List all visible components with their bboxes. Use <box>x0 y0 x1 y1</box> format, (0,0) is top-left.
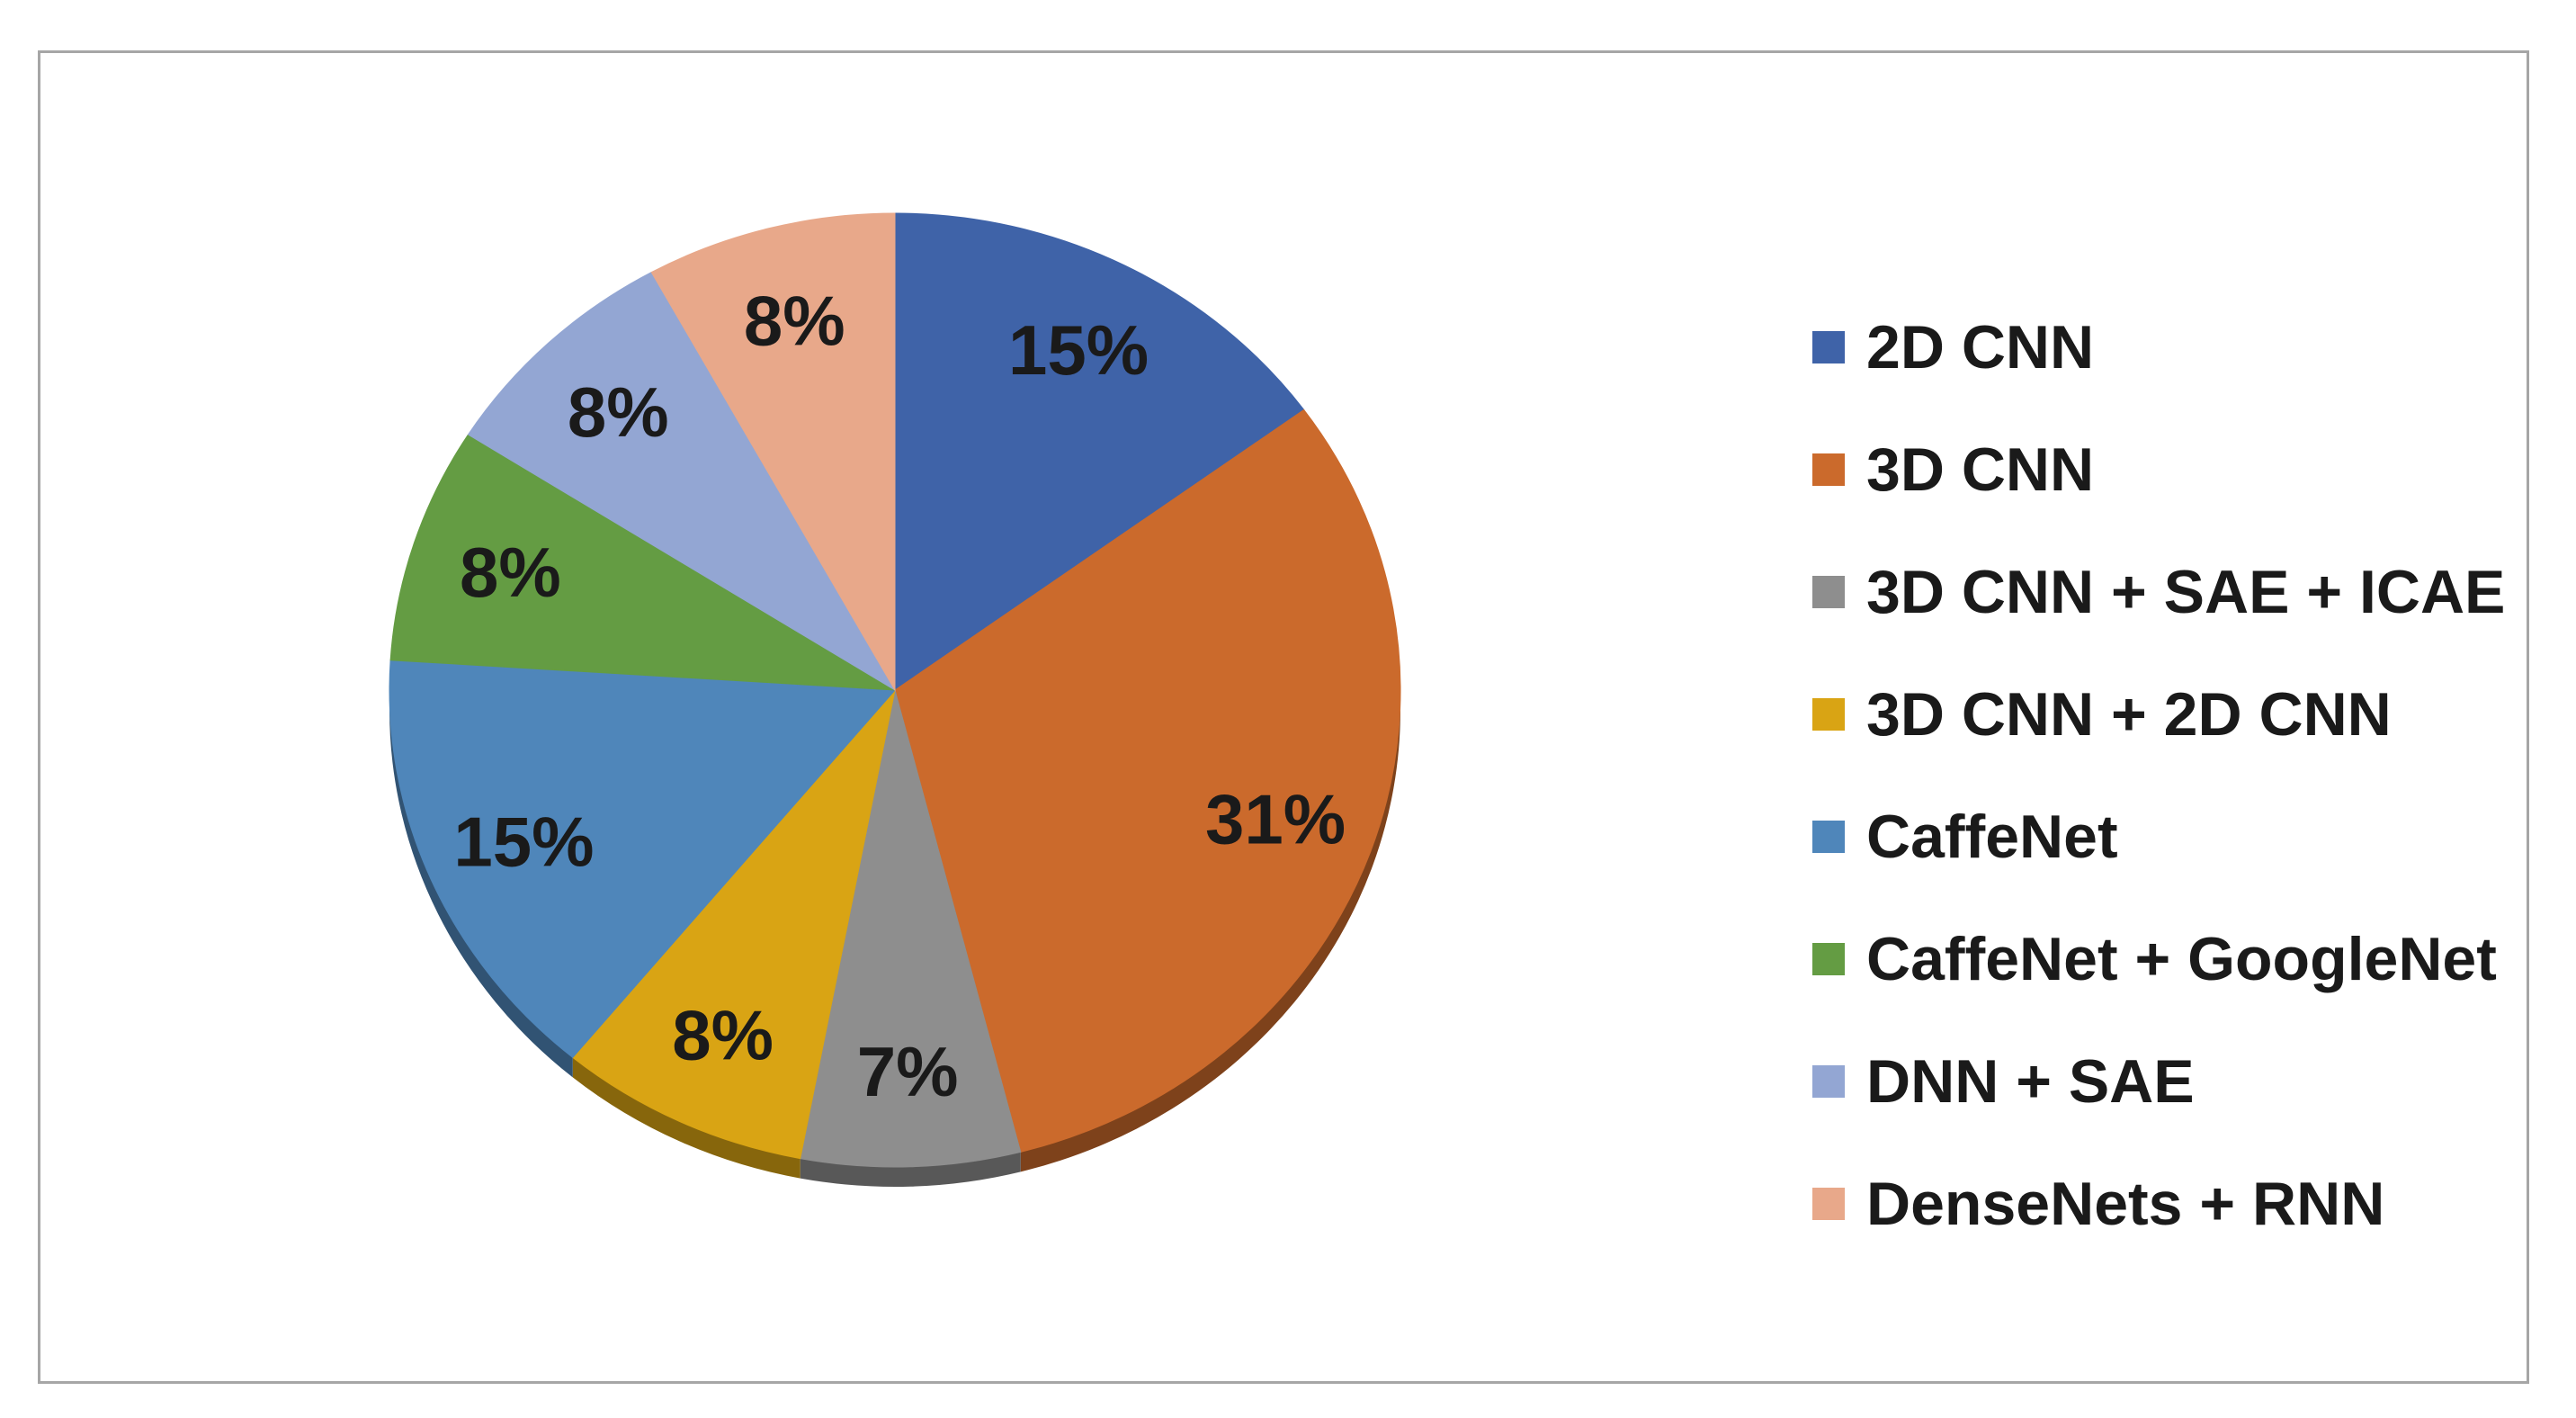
pie-data-labels: 15% 31% 7% 8% 15% 8% 8% 8% <box>453 281 1346 1110</box>
legend-label-densenets-rnn: DenseNets + RNN <box>1866 1170 2384 1238</box>
data-label-caffenet-googlenet: 8% <box>460 533 561 612</box>
pie-chart: 15% 31% 7% 8% 15% 8% 8% 8% 2D CNN 3D CNN 3D CNN +… <box>389 212 2505 1238</box>
legend-item-3d-cnn: 3D CNN <box>1812 435 2094 504</box>
pie-slice-caffenet <box>389 660 897 1059</box>
legend-item-caffenet-googlenet: CaffeNet + GoogleNet <box>1812 925 2497 993</box>
chart-frame: 15% 31% 7% 8% 15% 8% 8% 8% 2D CNN 3D CNN 3D CNN +… <box>38 50 2529 1384</box>
pie-slices <box>389 212 1401 1187</box>
data-label-3d-cnn-sae-icae: 7% <box>857 1032 959 1111</box>
pie-slice-3d-cnn-sae-icae <box>800 689 1022 1168</box>
legend-swatch-3d-cnn <box>1812 453 1845 486</box>
legend-swatch-dnn-sae <box>1812 1065 1845 1098</box>
legend-swatch-densenets-rnn <box>1812 1188 1845 1220</box>
legend-label-caffenet: CaffeNet <box>1866 803 2118 871</box>
legend-item-dnn-sae: DNN + SAE <box>1812 1047 2195 1116</box>
legend-label-dnn-sae: DNN + SAE <box>1866 1047 2195 1116</box>
pie-slice-dnn-sae <box>467 271 896 691</box>
legend-item-densenets-rnn: DenseNets + RNN <box>1812 1170 2384 1238</box>
legend-item-3d-cnn-sae-icae: 3D CNN + SAE + ICAE <box>1812 558 2505 626</box>
legend-label-3d-cnn-sae-icae: 3D CNN + SAE + ICAE <box>1866 558 2505 626</box>
pie-slice-densenets-rnn <box>650 212 896 692</box>
data-label-2d-cnn: 15% <box>1008 310 1149 390</box>
pie-rim-3d-cnn-sae-icae <box>800 1152 1021 1187</box>
pie-rim-3d-cnn <box>1020 690 1400 1172</box>
legend-item-caffenet: CaffeNet <box>1812 803 2118 871</box>
legend-label-caffenet-googlenet: CaffeNet + GoogleNet <box>1866 925 2497 993</box>
legend-swatch-caffenet-googlenet <box>1812 943 1845 975</box>
legend-label-2d-cnn: 2D CNN <box>1866 313 2094 381</box>
legend-swatch-3d-cnn-sae-icae <box>1812 576 1845 608</box>
legend-swatch-caffenet <box>1812 821 1845 853</box>
pie-slice-3d-cnn <box>894 408 1401 1153</box>
pie-slice-caffenet-googlenet <box>389 434 896 691</box>
pie-slice-2d-cnn <box>894 212 1305 691</box>
legend: 2D CNN 3D CNN 3D CNN + SAE + ICAE 3D CNN + … <box>1812 313 2505 1238</box>
legend-label-3d-cnn-2d-cnn: 3D CNN + 2D CNN <box>1866 680 2392 749</box>
data-label-3d-cnn: 31% <box>1205 780 1346 859</box>
data-label-caffenet: 15% <box>453 802 594 881</box>
pie-slice-3d-cnn-2d-cnn <box>572 688 896 1160</box>
legend-swatch-3d-cnn-2d-cnn <box>1812 698 1845 731</box>
pie-rim-3d-cnn-2d-cnn <box>572 1057 801 1179</box>
legend-item-3d-cnn-2d-cnn: 3D CNN + 2D CNN <box>1812 680 2392 749</box>
data-label-dnn-sae: 8% <box>568 372 669 452</box>
legend-label-3d-cnn: 3D CNN <box>1866 435 2094 504</box>
legend-swatch-2d-cnn <box>1812 331 1845 363</box>
data-label-densenets-rnn: 8% <box>744 281 845 360</box>
pie-rim-caffenet <box>389 690 573 1078</box>
legend-item-2d-cnn: 2D CNN <box>1812 313 2094 381</box>
data-label-3d-cnn-2d-cnn: 8% <box>672 996 774 1075</box>
